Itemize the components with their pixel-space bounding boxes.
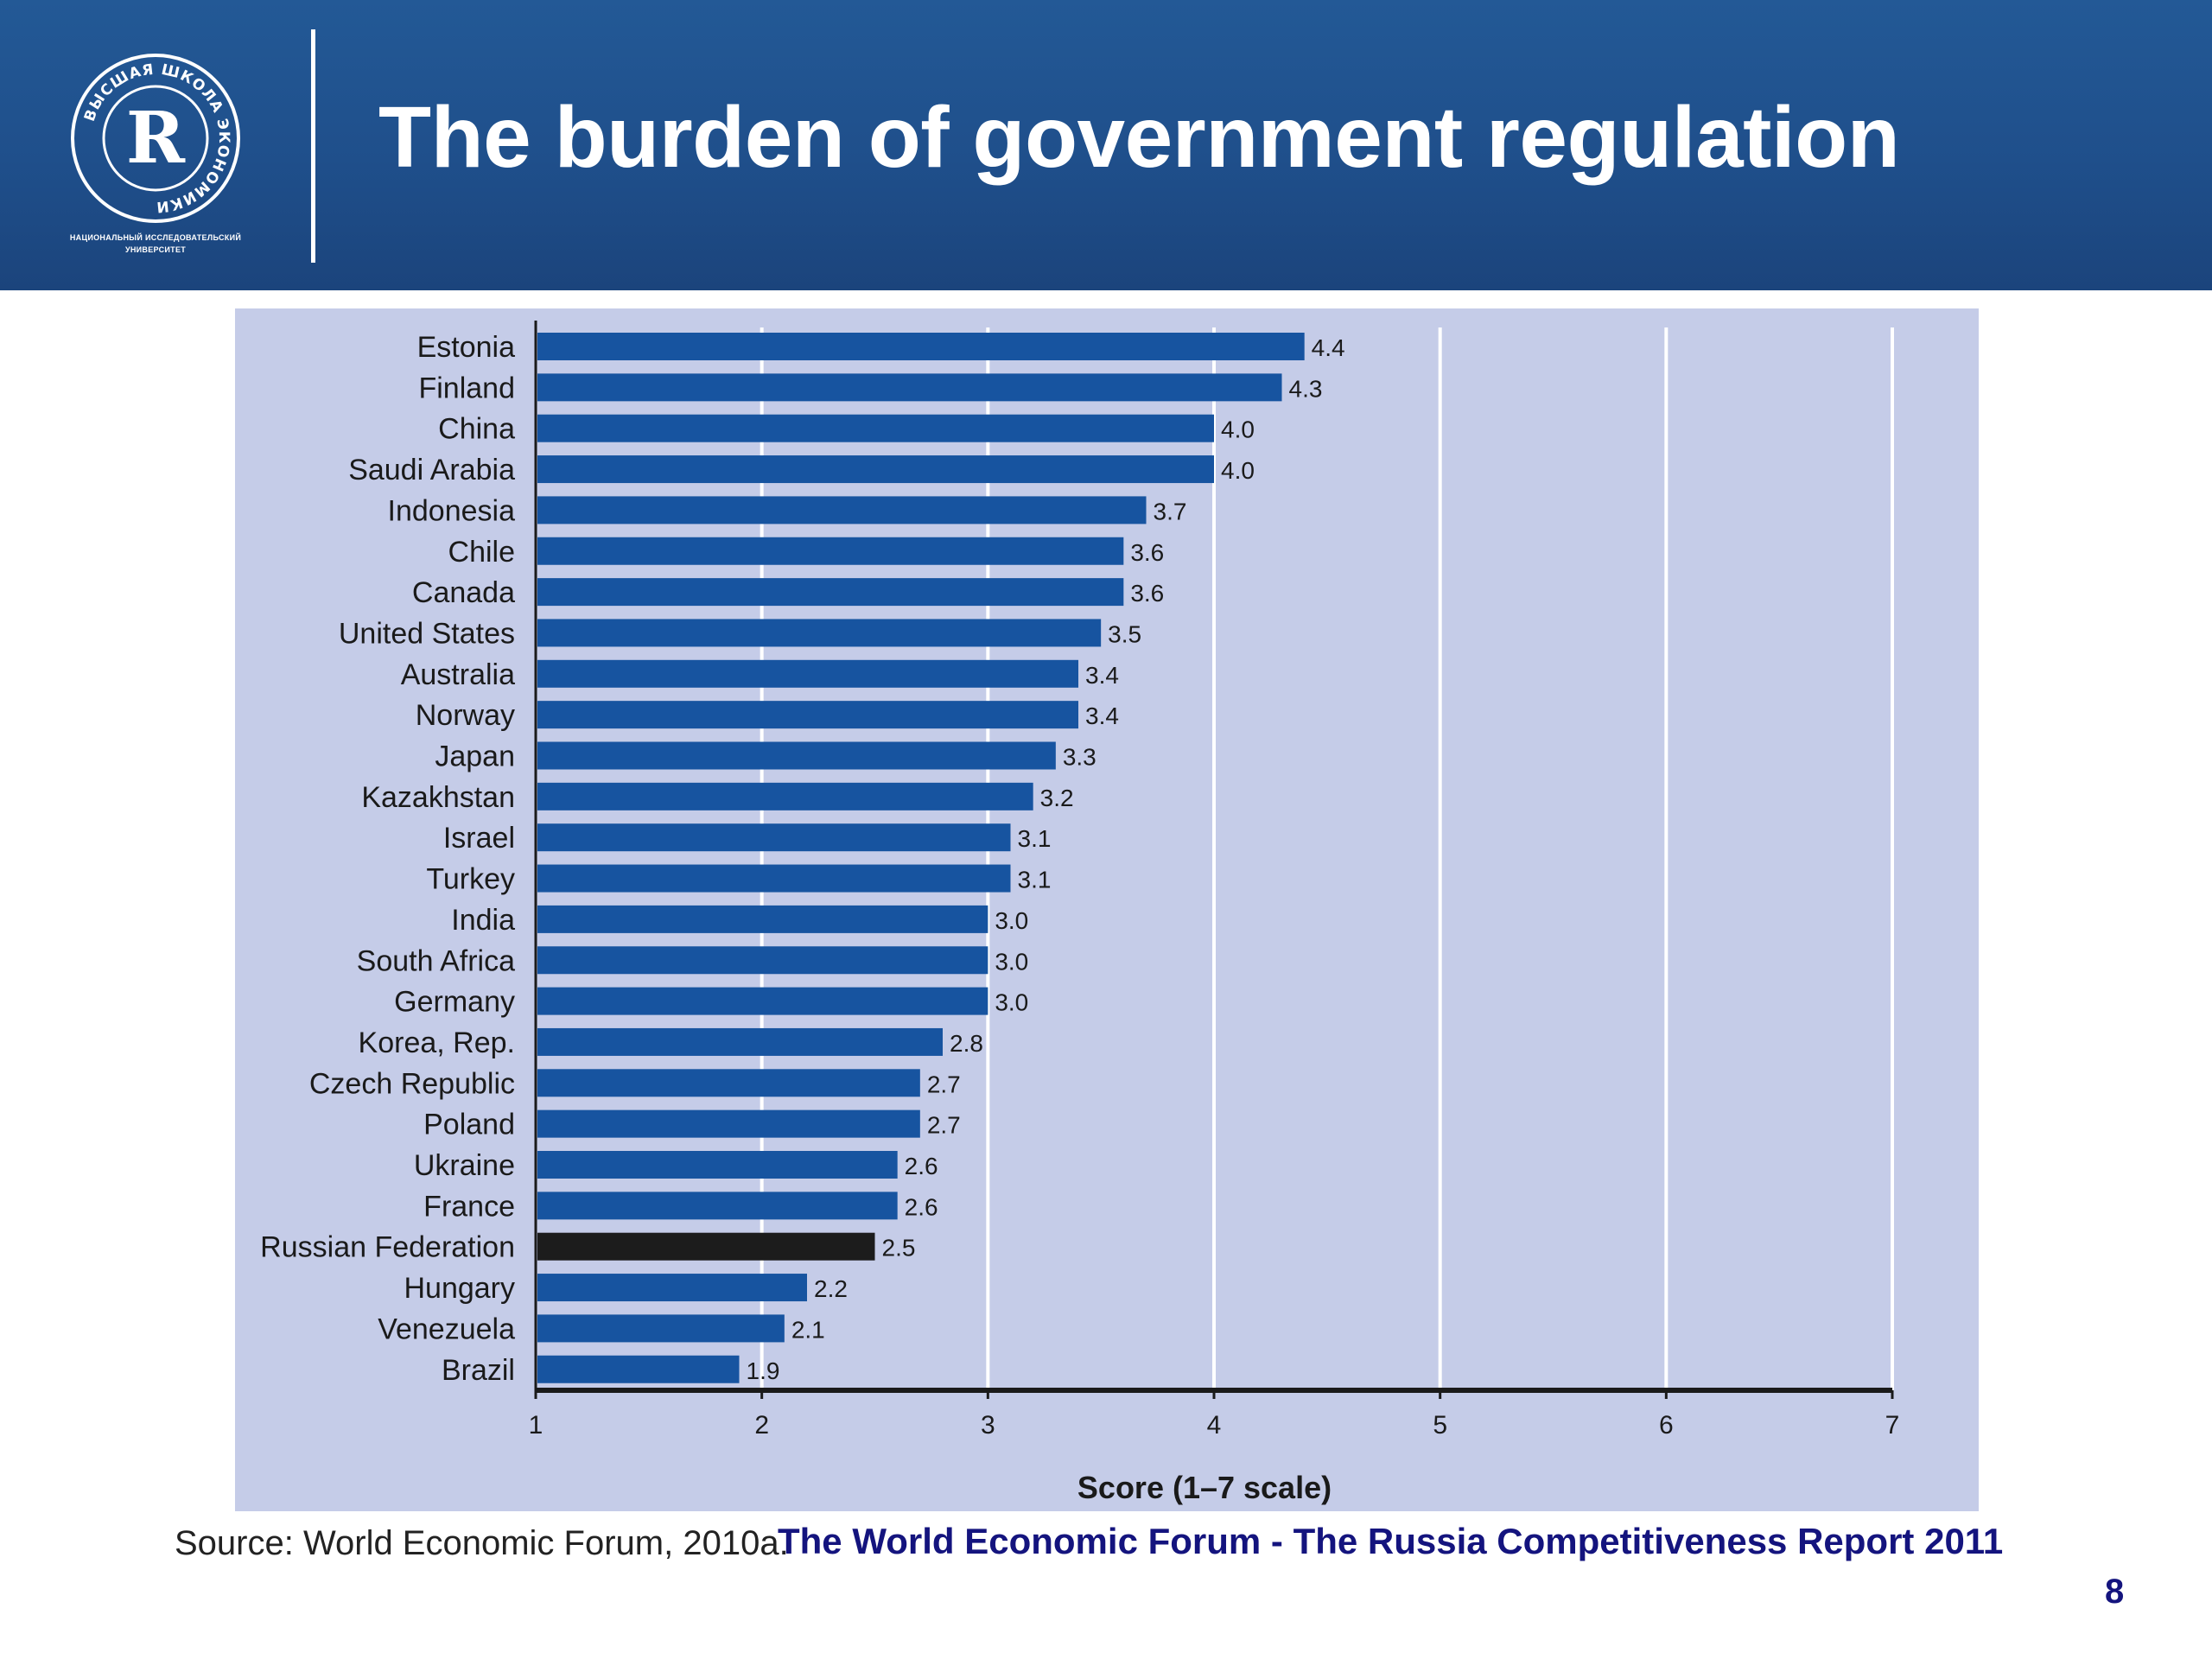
- category-label: France: [423, 1190, 515, 1223]
- category-label: Turkey: [426, 863, 515, 896]
- category-label: Israel: [443, 822, 515, 855]
- category-label: Indonesia: [388, 494, 516, 527]
- category-label: Korea, Rep.: [359, 1027, 515, 1059]
- bar-kazakhstan: [537, 782, 1033, 810]
- value-label: 1.9: [747, 1357, 780, 1384]
- value-label: 3.6: [1130, 580, 1164, 607]
- value-label: 2.6: [905, 1193, 938, 1220]
- value-label: 3.0: [995, 989, 1028, 1016]
- value-label: 2.5: [882, 1235, 916, 1262]
- bar-chart: Estonia 4.4 Finland 4.3 China 4.0 Saudi Arabia…: [260, 321, 1900, 1505]
- bar-brazil: [537, 1355, 740, 1383]
- category-label: United States: [339, 617, 515, 650]
- category-label: China: [438, 413, 515, 446]
- bar-indonesia: [537, 496, 1147, 524]
- value-label: 4.0: [1221, 457, 1255, 484]
- bar-korea-rep: [537, 1027, 943, 1056]
- category-label: Kazakhstan: [361, 781, 515, 814]
- category-label: Ukraine: [414, 1149, 515, 1182]
- bar-russian-federation: [537, 1232, 875, 1261]
- bar-china: [537, 414, 1214, 442]
- bar-ukraine: [537, 1151, 898, 1179]
- x-tick-label: 1: [529, 1411, 543, 1440]
- chart-panel: Estonia 4.4 Finland 4.3 China 4.0 Saudi Arabia…: [235, 308, 1979, 1511]
- page-number: 8: [2105, 1573, 2125, 1611]
- x-tick-label: 7: [1885, 1411, 1900, 1440]
- bar-norway: [537, 701, 1078, 729]
- report-credit: The World Economic Forum - The Russia Co…: [778, 1521, 2004, 1561]
- category-label: Australia: [401, 658, 515, 691]
- bar-hungary: [537, 1274, 807, 1302]
- bar-japan: [537, 741, 1056, 770]
- logo-caption-line1: НАЦИОНАЛЬНЫЙ ИССЛЕДОВАТЕЛЬСКИЙ: [69, 233, 242, 242]
- value-label: 4.4: [1312, 334, 1345, 361]
- value-label: 2.7: [927, 1071, 961, 1097]
- value-label: 2.2: [814, 1275, 848, 1302]
- bar-united-states: [537, 619, 1102, 647]
- category-label: Czech Republic: [309, 1067, 515, 1100]
- logo-letter: R: [126, 97, 186, 180]
- logo-caption-line2: УНИВЕРСИТЕТ: [124, 245, 187, 254]
- category-label: Chile: [448, 536, 515, 569]
- value-label: 3.1: [1018, 825, 1052, 852]
- logo-caption: НАЦИОНАЛЬНЫЙ ИССЛЕДОВАТЕЛЬСКИЙ УНИВЕРСИТ…: [43, 232, 268, 256]
- category-label: Saudi Arabia: [348, 454, 515, 486]
- value-label: 3.5: [1108, 620, 1141, 647]
- value-label: 3.4: [1085, 662, 1119, 689]
- value-label: 3.3: [1063, 744, 1096, 771]
- category-label: Russian Federation: [260, 1231, 515, 1264]
- category-label: Canada: [412, 576, 515, 609]
- value-label: 2.7: [927, 1112, 961, 1139]
- category-label: South Africa: [357, 944, 515, 977]
- x-tick-label: 6: [1659, 1411, 1674, 1440]
- source-note: Source: World Economic Forum, 2010a.: [175, 1524, 789, 1562]
- bar-turkey: [537, 864, 1011, 893]
- category-label: Poland: [423, 1109, 515, 1141]
- category-label: India: [451, 904, 515, 937]
- value-label: 3.4: [1085, 702, 1119, 729]
- bar-estonia: [537, 333, 1305, 360]
- category-label: Germany: [394, 986, 515, 1019]
- bar-israel: [537, 823, 1011, 852]
- category-label: Norway: [416, 699, 515, 732]
- value-label: 3.7: [1154, 498, 1187, 524]
- value-label: 4.3: [1289, 375, 1323, 402]
- bar-finland: [537, 373, 1282, 402]
- page-title: The burden of government regulation: [378, 89, 1900, 186]
- value-label: 3.2: [1040, 785, 1074, 811]
- value-label: 3.0: [995, 907, 1028, 934]
- bar-france: [537, 1192, 898, 1220]
- hse-logo-icon: ВЫСШАЯ ШКОЛА ЭКОНОМИКИ R: [71, 54, 240, 223]
- x-tick-label: 3: [981, 1411, 995, 1440]
- category-label: Venezuela: [378, 1313, 515, 1345]
- bar-chile: [537, 537, 1124, 565]
- value-label: 2.6: [905, 1153, 938, 1179]
- bar-australia: [537, 659, 1078, 688]
- bar-poland: [537, 1109, 920, 1138]
- value-label: 3.1: [1018, 867, 1052, 893]
- category-label: Estonia: [417, 331, 515, 364]
- bar-germany: [537, 987, 988, 1015]
- category-label: Brazil: [442, 1354, 515, 1387]
- bar-canada: [537, 578, 1124, 607]
- bar-czech-republic: [537, 1069, 920, 1097]
- category-label: Japan: [435, 741, 515, 773]
- value-label: 3.0: [995, 948, 1028, 975]
- category-label: Finland: [418, 372, 515, 404]
- slide-header: ВЫСШАЯ ШКОЛА ЭКОНОМИКИ R НАЦИОНАЛЬНЫЙ ИС…: [0, 0, 2212, 290]
- x-tick-label: 2: [754, 1411, 769, 1440]
- bar-venezuela: [537, 1314, 785, 1343]
- value-label: 3.6: [1130, 539, 1164, 566]
- value-label: 2.8: [950, 1030, 983, 1057]
- x-tick-label: 4: [1207, 1411, 1222, 1440]
- header-divider: [311, 29, 315, 263]
- x-tick-label: 5: [1433, 1411, 1447, 1440]
- bar-india: [537, 905, 988, 933]
- bar-saudi-arabia: [537, 455, 1214, 484]
- x-axis-label: Score (1–7 scale): [1077, 1470, 1332, 1505]
- value-label: 2.1: [791, 1316, 825, 1343]
- category-label: Hungary: [404, 1272, 515, 1305]
- bar-south-africa: [537, 946, 988, 975]
- value-label: 4.0: [1221, 416, 1255, 443]
